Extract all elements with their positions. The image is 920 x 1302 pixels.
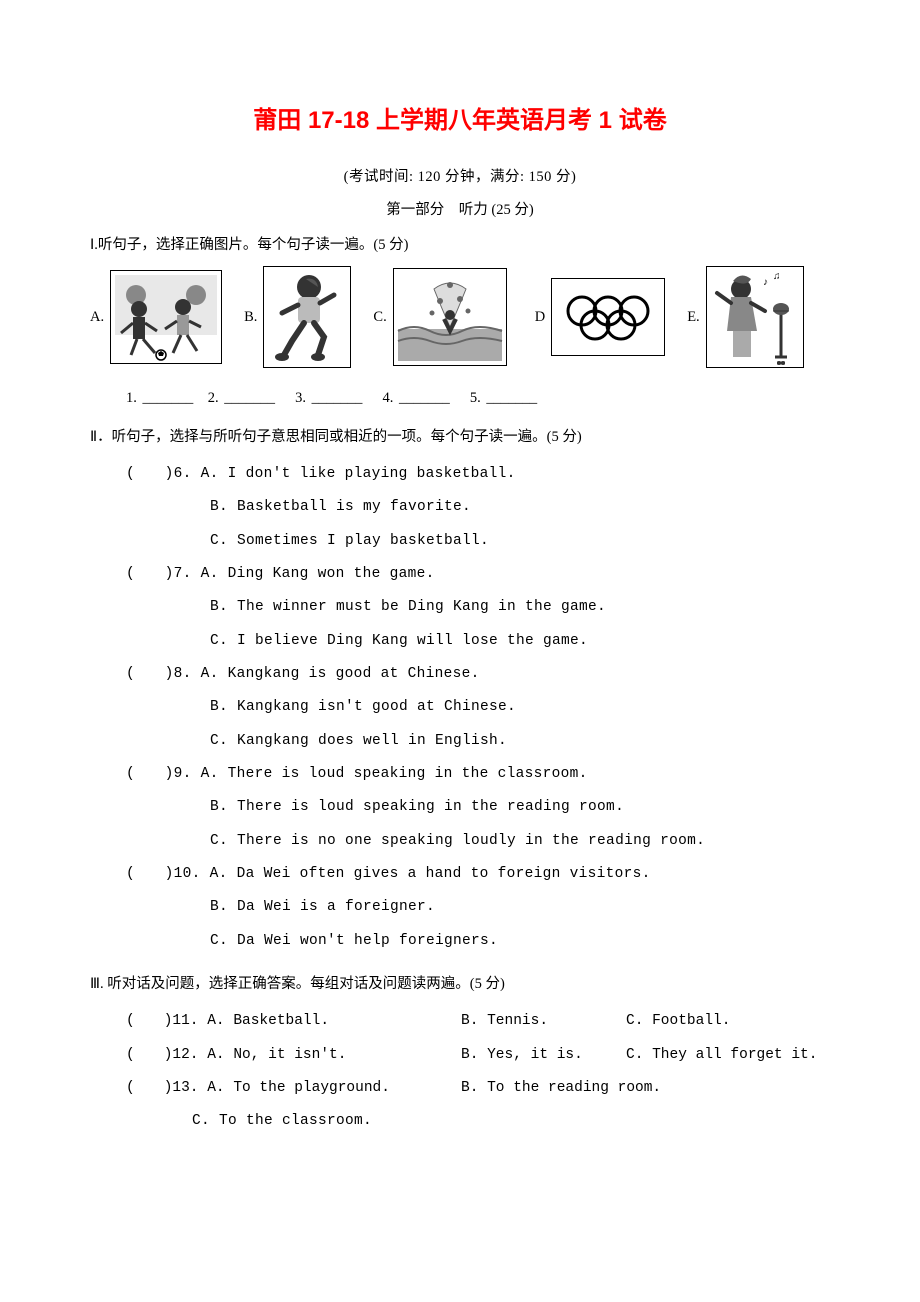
q12-option-b: B. Yes, it is.	[461, 1039, 626, 1072]
section1-blanks: 1. _______ 2. _______ 3. _______ 4. ____…	[126, 386, 830, 407]
q12-option-a: ( )12. A. No, it isn't.	[126, 1039, 461, 1072]
q11-option-a: ( )11. A. Basketball.	[126, 1005, 461, 1038]
exam-page: 莆田 17-18 上学期八年英语月考 1 试卷 (考试时间: 120 分钟，满分…	[0, 0, 920, 1199]
option-b-label: B.	[244, 309, 257, 326]
section3-instruction: Ⅲ. 听对话及问题，选择正确答案。每组对话及问题读两遍。(5 分)	[90, 972, 830, 993]
option-c-image	[393, 268, 507, 366]
question-13: ( )13. A. To the playground. B. To the r…	[126, 1072, 830, 1139]
q6-option-c: C. Sometimes I play basketball.	[210, 525, 830, 558]
q13-option-c: C. To the classroom.	[192, 1105, 830, 1138]
q9-option-b: B. There is loud speaking in the reading…	[210, 791, 830, 824]
q13-option-a: ( )13. A. To the playground.	[126, 1072, 461, 1105]
option-a-image	[110, 270, 222, 364]
option-c-label: C.	[373, 309, 386, 326]
q11-option-c: C. Football.	[626, 1005, 830, 1038]
exam-title: 莆田 17-18 上学期八年英语月考 1 试卷	[90, 100, 830, 135]
question-11: ( )11. A. Basketball. B. Tennis. C. Foot…	[126, 1005, 830, 1038]
q6-option-b: B. Basketball is my favorite.	[210, 491, 830, 524]
q13-option-b: B. To the reading room.	[461, 1072, 661, 1105]
q7-option-a: ( )7. A. Ding Kang won the game.	[126, 558, 830, 591]
soccer-boys-icon	[111, 271, 221, 363]
section1-instruction: Ⅰ.听句子，选择正确图片。每个句子读一遍。(5 分)	[90, 233, 830, 254]
part1-header: 第一部分 听力 (25 分)	[90, 198, 830, 219]
question-7: ( )7. A. Ding Kang won the game. B. The …	[126, 558, 830, 658]
q10-option-b: B. Da Wei is a foreigner.	[210, 891, 830, 924]
q8-option-b: B. Kangkang isn't good at Chinese.	[210, 691, 830, 724]
q8-option-c: C. Kangkang does well in English.	[210, 725, 830, 758]
q9-option-c: C. There is no one speaking loudly in th…	[210, 825, 830, 858]
singer-microphone-icon: ♪ ♫	[707, 267, 803, 367]
q8-option-a: ( )8. A. Kangkang is good at Chinese.	[126, 658, 830, 691]
option-d-label: D	[535, 309, 545, 326]
q7-option-c: C. I believe Ding Kang will lose the gam…	[210, 625, 830, 658]
option-e-image: ♪ ♫	[706, 266, 804, 368]
section2-instruction: Ⅱ．听句子，选择与所听句子意思相同或相近的一项。每个句子读一遍。(5 分)	[90, 425, 830, 446]
running-boy-icon	[264, 267, 350, 367]
q9-option-a: ( )9. A. There is loud speaking in the c…	[126, 758, 830, 791]
q11-option-b: B. Tennis.	[461, 1005, 626, 1038]
option-a-label: A.	[90, 309, 104, 326]
diving-splash-icon	[394, 269, 506, 365]
option-e-label: E.	[687, 309, 699, 326]
question-6: ( )6. A. I don't like playing basketball…	[126, 458, 830, 558]
exam-info: (考试时间: 120 分钟，满分: 150 分)	[90, 165, 830, 186]
q10-option-a: ( )10. A. Da Wei often gives a hand to f…	[126, 858, 830, 891]
svg-text:♪: ♪	[763, 277, 768, 288]
svg-text:♫: ♫	[773, 271, 781, 282]
question-8: ( )8. A. Kangkang is good at Chinese. B.…	[126, 658, 830, 758]
option-b-image	[263, 266, 351, 368]
olympic-rings-icon	[552, 279, 664, 355]
q10-option-c: C. Da Wei won't help foreigners.	[210, 925, 830, 958]
q6-option-a: ( )6. A. I don't like playing basketball…	[126, 458, 830, 491]
question-10: ( )10. A. Da Wei often gives a hand to f…	[126, 858, 830, 958]
q7-option-b: B. The winner must be Ding Kang in the g…	[210, 591, 830, 624]
q12-option-c: C. They all forget it.	[626, 1039, 830, 1072]
question-9: ( )9. A. There is loud speaking in the c…	[126, 758, 830, 858]
question-12: ( )12. A. No, it isn't. B. Yes, it is. C…	[126, 1039, 830, 1072]
option-d-image	[551, 278, 665, 356]
picture-options-row: A. B.	[90, 266, 830, 368]
